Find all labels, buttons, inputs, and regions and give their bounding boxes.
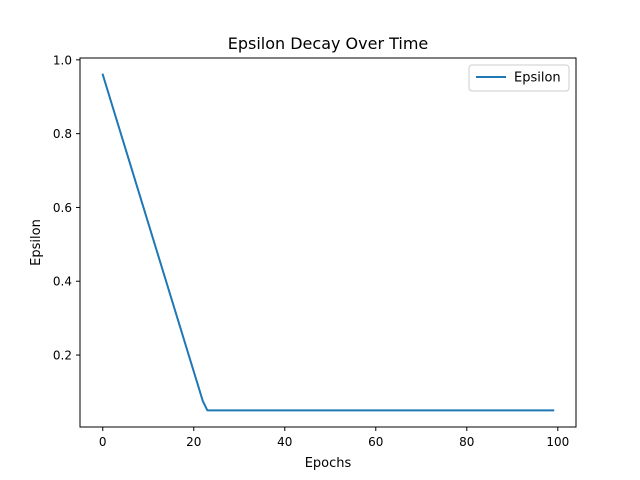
- plot-area: 0 20 40 60 80 100 0.2 0.4 0.6 0.8 1.0: [53, 53, 577, 449]
- y-tick-label: 1.0: [53, 53, 72, 67]
- x-axis-ticks: 0 20 40 60 80 100: [99, 427, 569, 449]
- y-tick-label: 0.8: [53, 127, 72, 141]
- x-tick-label: 60: [368, 435, 383, 449]
- legend-label-epsilon: Epsilon: [514, 71, 561, 86]
- x-tick-label: 20: [186, 435, 201, 449]
- axes-frame: [79, 57, 577, 428]
- y-tick-label: 0.4: [53, 275, 72, 289]
- series-line-epsilon: [101, 73, 555, 412]
- legend-box: [468, 64, 570, 92]
- series-layer: [101, 73, 555, 412]
- y-tick-label: 0.6: [53, 201, 72, 215]
- chart-title: Epsilon Decay Over Time: [228, 34, 429, 53]
- y-axis-label: Epsilon: [29, 219, 44, 266]
- x-tick-label: 80: [459, 435, 474, 449]
- legend: Epsilon: [468, 64, 570, 92]
- x-tick-label: 100: [546, 435, 569, 449]
- y-axis-ticks: 0.2 0.4 0.6 0.8 1.0: [53, 53, 80, 363]
- y-tick-label: 0.2: [53, 349, 72, 363]
- x-axis-label: Epochs: [305, 456, 352, 471]
- x-tick-label: 0: [99, 435, 107, 449]
- x-tick-label: 40: [277, 435, 292, 449]
